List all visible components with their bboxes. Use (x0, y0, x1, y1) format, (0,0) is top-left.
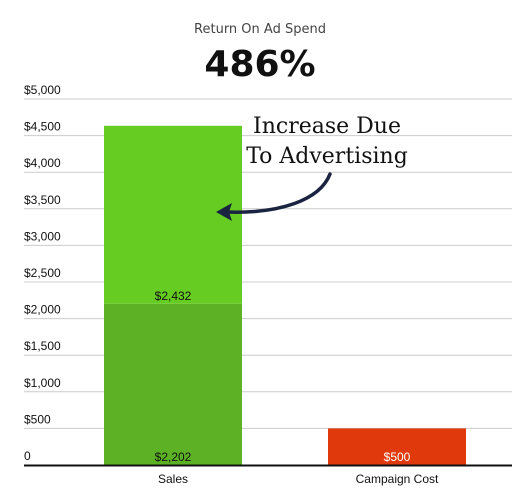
y-tick-label: $3,500 (24, 193, 61, 207)
annotation: Increase Due To Advertising (216, 114, 408, 221)
y-tick-label: $3,000 (24, 229, 61, 243)
y-tick-label: $2,500 (24, 266, 61, 280)
y-axis-ticks: 0 $500 $1,000 $1,500 $2,000 $2,500 $3,000 $3,50… (24, 83, 61, 463)
data-label: $500 (384, 450, 411, 464)
x-tick-label: Sales (158, 472, 188, 486)
bar (104, 125, 242, 304)
annotation-arrowhead (216, 203, 232, 221)
annotation-line-1: Increase Due (253, 114, 401, 139)
y-tick-label: $1,000 (24, 376, 61, 390)
chart-subtitle: Return On Ad Spend (194, 22, 326, 37)
y-tick-label: $1,500 (24, 339, 61, 353)
y-tick-label: $2,000 (24, 303, 61, 317)
chart-title: 486% (204, 44, 316, 85)
annotation-line-2: To Advertising (246, 144, 408, 169)
y-tick-label: $5,000 (24, 83, 61, 97)
bar (328, 428, 466, 465)
x-axis: Sales Campaign Cost (24, 464, 512, 486)
bar (104, 303, 242, 465)
annotation-arrow (224, 172, 332, 214)
data-label: $2,432 (155, 289, 192, 303)
x-tick-label: Campaign Cost (356, 472, 439, 486)
y-tick-label: 0 (24, 449, 31, 463)
data-label: $2,202 (155, 450, 192, 464)
y-tick-label: $4,500 (24, 120, 61, 134)
y-tick-label: $4,000 (24, 156, 61, 170)
y-tick-label: $500 (24, 412, 51, 426)
bars: $2,202 $2,432 $500 (104, 125, 466, 465)
